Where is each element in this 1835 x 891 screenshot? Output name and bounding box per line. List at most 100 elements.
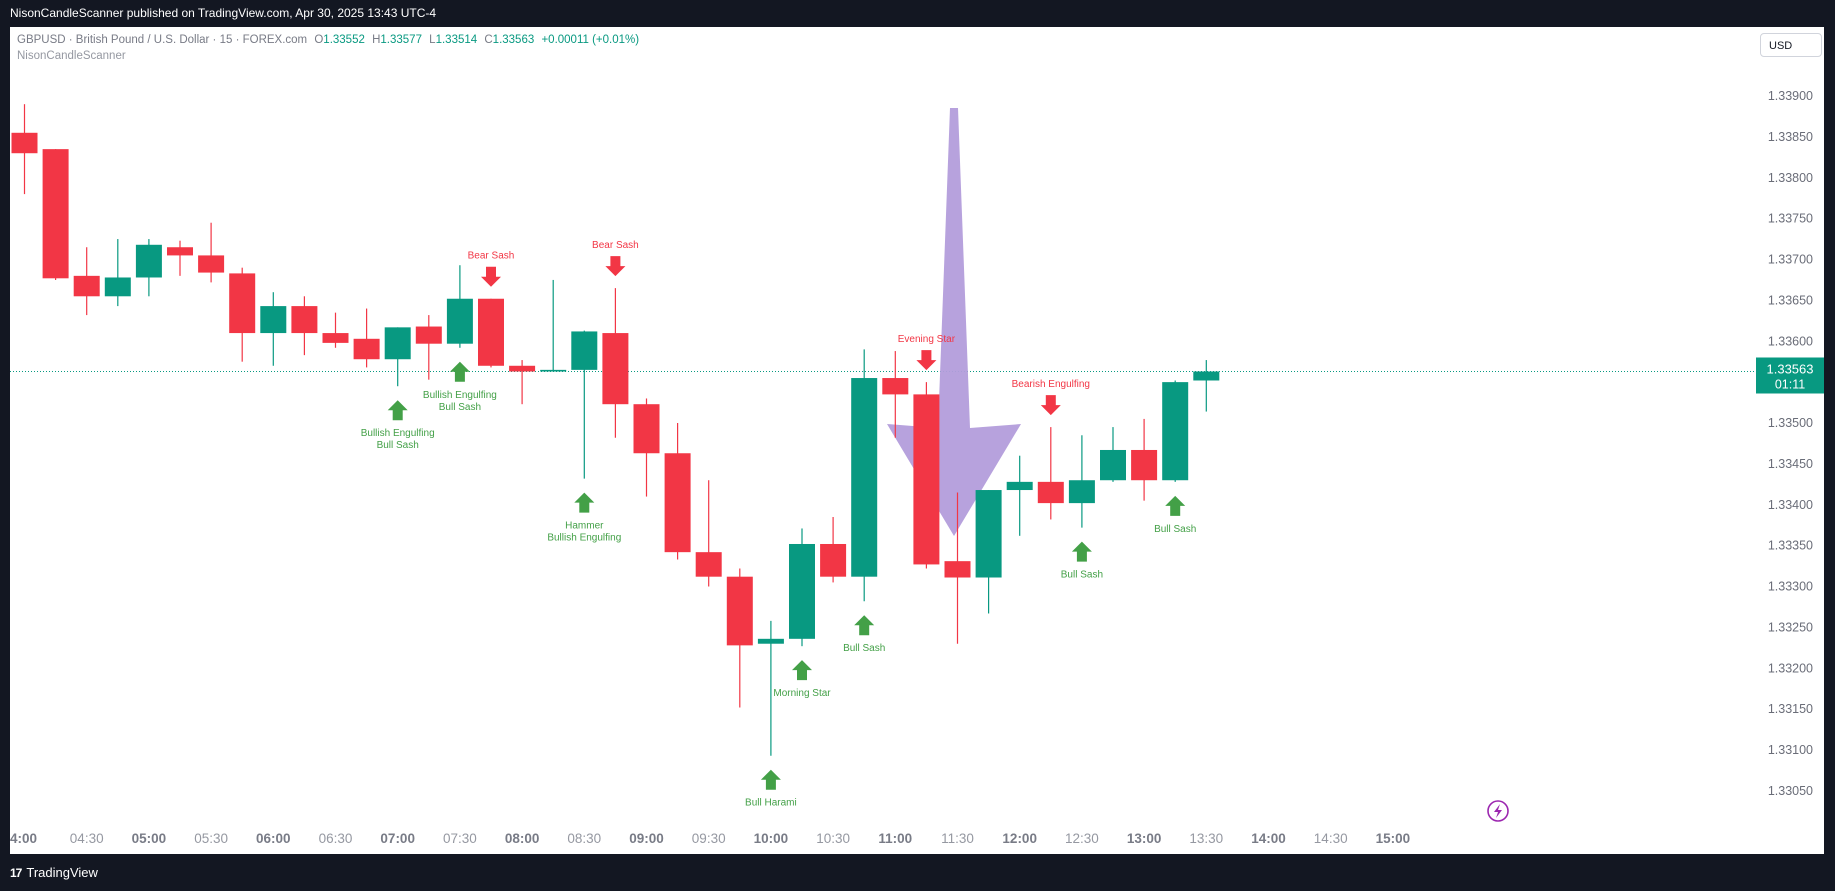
candle-body [104,277,131,297]
candle-body [135,244,162,278]
candle-body [1100,449,1126,481]
bear-signal-label: Bear Sash [592,240,639,251]
candle-body [602,333,629,405]
y-tick-label: 1.33500 [1768,416,1813,430]
lightning-icon-bolt [1494,804,1502,818]
x-tick-label: 08:30 [567,831,601,846]
candle-body [944,561,971,578]
bull-signal-label: Bull Sash [843,643,885,654]
candle-body [260,306,287,334]
bull-signal-label: Bullish Engulfing [423,390,497,401]
current-price-label: 1.33563 [1767,361,1814,376]
y-tick-label: 1.33150 [1768,702,1813,716]
candle-body [571,331,598,370]
open-value: 1.33552 [323,34,365,46]
bull-signal-arrow-icon [760,769,781,790]
y-tick-label: 1.33450 [1768,457,1813,471]
x-tick-label: 06:30 [319,831,353,846]
x-tick-label: 09:30 [692,831,726,846]
bull-signal-label: Bull Harami [745,798,797,809]
close-label: C [484,34,493,46]
y-tick-label: 1.33100 [1768,743,1813,757]
lightning-icon[interactable] [1487,800,1509,822]
bull-signal-label: Bull Sash [1154,524,1196,535]
indicator-name[interactable]: NisonCandleScanner [17,50,126,62]
bull-signal-arrow-icon [792,660,812,681]
candle-body [415,326,442,344]
bear-signal-arrow-icon [481,266,501,287]
candle-body [384,327,411,360]
bar-countdown-label: 01:11 [1775,377,1805,391]
candle-body [509,365,536,372]
x-tick-label: 06:00 [256,831,291,846]
candle-body [851,378,878,577]
candle-body [1131,449,1158,481]
x-tick-label: 04:30 [70,831,104,846]
candle-body [446,298,473,344]
change-value: +0.00011 (+0.01%) [541,34,640,46]
candle-body [229,273,256,334]
x-tick-label: 07:30 [443,831,477,846]
bull-signal-label: Bull Sash [1061,570,1103,581]
candle-body [291,306,318,334]
y-tick-label: 1.33200 [1768,661,1813,675]
tradingview-brand[interactable]: 17 TradingView [10,865,98,880]
tradingview-logo-icon: 17 [10,865,22,880]
candle-body [664,453,691,553]
bear-signal-arrow-icon [1040,395,1061,416]
high-value: 1.33577 [380,34,422,46]
x-tick-label: 15:00 [1376,831,1411,846]
y-tick-label: 1.33300 [1768,580,1813,594]
candle-body [322,333,349,343]
bull-signal-arrow-icon [1165,495,1186,516]
candle-body [975,490,1002,578]
bull-signal-label: Bull Sash [439,402,481,413]
candle-body [726,576,753,646]
publisher-text: NisonCandleScanner published on TradingV… [10,6,437,20]
bull-signal-arrow-icon [854,615,875,636]
currency-button[interactable]: USD [1760,33,1822,57]
candle-body [633,404,660,454]
candle-body [789,543,815,639]
bear-signal-label: Bear Sash [468,251,515,262]
symbol-name[interactable]: GBPUSD · British Pound / U.S. Dollar · 1… [17,34,308,46]
y-tick-label: 1.33750 [1768,212,1813,226]
bear-signal-arrow-icon [605,256,626,277]
low-value: 1.33514 [435,34,478,46]
bull-signal-arrow-icon [449,361,470,382]
candle-body [757,638,784,644]
x-tick-label: 05:00 [132,831,167,846]
candle-body [695,552,722,577]
bull-signal-label: Morning Star [773,688,831,699]
x-tick-label: 14:30 [1314,831,1348,846]
brand-name: TradingView [26,865,98,880]
low-label: L [429,34,436,46]
candle-body [11,132,38,154]
x-tick-label: 11:30 [941,831,974,846]
close-value: 1.33563 [492,34,535,46]
candle-body [913,394,940,565]
x-tick-label: 12:00 [1002,831,1037,846]
y-tick-label: 1.33650 [1768,293,1813,307]
candle-body [353,338,380,360]
candle-body [820,543,847,577]
x-tick-label: 05:30 [194,831,228,846]
x-tick-label: 13:00 [1127,831,1162,846]
x-tick-label: 10:00 [754,831,789,846]
x-tick-label: 14:00 [1251,831,1286,846]
high-label: H [372,34,381,46]
bear-signal-label: Bearish Engulfing [1012,379,1090,390]
bull-signal-label: Hammer [565,521,604,532]
x-tick-label: 07:00 [380,831,415,846]
candle-body [73,275,100,297]
lightning-icon-ring [1487,800,1509,822]
candle-body [540,369,567,372]
y-tick-label: 1.33900 [1768,89,1813,103]
candle-body [1037,481,1064,504]
bull-signal-label: Bullish Engulfing [361,428,435,439]
current-price-tag [1756,357,1824,394]
x-tick-label: 13:30 [1189,831,1223,846]
y-tick-label: 1.33700 [1768,253,1813,267]
bull-signal-label: Bull Sash [377,440,419,451]
